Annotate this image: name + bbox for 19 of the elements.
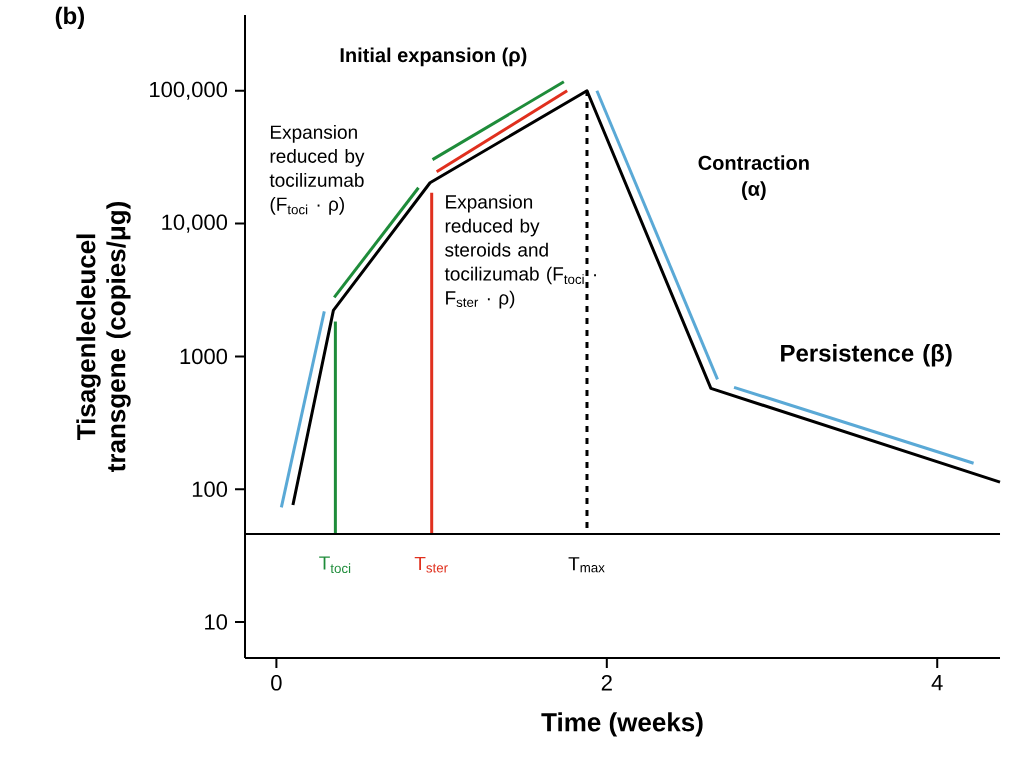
y-tick-label: 1000: [180, 348, 228, 365]
annotation: Contraction (α): [698, 155, 809, 200]
y-tick-label: 10: [205, 614, 228, 630]
text: Expansion reduced by steroids and tocilizumab (F$_{toci}$ · F$_{ster}$ · ρ): [444, 194, 596, 309]
annotation: Initial expansion (ρ): [340, 47, 527, 67]
annotation: T$_{ster}$: [414, 556, 448, 573]
annotation: T$_{max}$: [568, 557, 605, 573]
annotation: T$_{toci}$: [319, 556, 351, 574]
x-tick-label: 0: [271, 675, 282, 691]
x-axis-title: Time (weeks): [541, 712, 703, 737]
y-tick-label: 100: [192, 481, 228, 497]
y-tick-label: 10,000: [162, 214, 228, 233]
y-axis-title: Tisagenlecleucel transgene (copies/μg): [76, 201, 131, 472]
y-tick-label: 100,000: [150, 81, 228, 100]
text: (b): [55, 6, 85, 30]
annotation: Persistence (β): [781, 344, 952, 367]
x-tick-label: 2: [601, 675, 612, 691]
x-tick-label: 4: [931, 675, 943, 691]
annotation: Expansion reduced by tocilizumab (F$_{toci}$ · ρ): [269, 124, 365, 215]
